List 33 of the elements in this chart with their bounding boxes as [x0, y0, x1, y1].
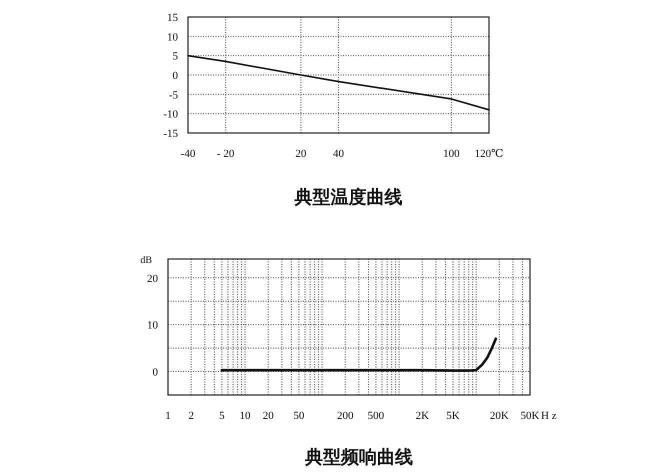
y-tick-label: -10: [163, 108, 178, 121]
x-tick-label: 5K: [446, 410, 460, 422]
x-tick-label: 50: [293, 410, 305, 422]
y-tick-label: 20: [147, 272, 158, 285]
y-tick-label: -15: [163, 128, 178, 140]
y-tick-label: -5: [168, 89, 178, 102]
y-tick-label: 10: [147, 320, 158, 332]
y-tick-label: 15: [167, 12, 178, 24]
x-tick-label: 2: [188, 410, 194, 422]
x-tick-label: 20: [295, 148, 307, 160]
x-tick-label: 5: [219, 410, 226, 422]
x-tick-label: 100: [443, 148, 460, 160]
text: 典型频响曲线: [304, 447, 413, 467]
x-tick-label: 10: [240, 410, 252, 422]
y-tick-label: 0: [172, 70, 178, 82]
y-tick-label: 0: [152, 366, 158, 379]
x-tick-label: 1: [165, 410, 171, 422]
x-tick-label: 20K: [490, 410, 509, 422]
y-tick-label: 10: [167, 31, 178, 44]
x-tick-label: 2K: [416, 410, 430, 422]
y-tick-label: 5: [172, 50, 178, 63]
x-axis-title: H z: [541, 410, 557, 422]
x-tick-label: 500: [368, 410, 385, 422]
x-tick-label: 120℃: [474, 148, 504, 160]
text: 典型温度曲线: [294, 187, 402, 207]
y-axis-title: dB: [140, 255, 152, 266]
x-tick-label: -40: [180, 148, 196, 160]
x-tick-label: 20: [262, 410, 274, 422]
x-tick-label: 40: [333, 148, 344, 160]
x-tick-label: 200: [337, 410, 354, 422]
x-tick-label: 50K: [520, 410, 540, 422]
x-tick-label: - 20: [216, 148, 235, 160]
line-series: [187, 54, 490, 111]
